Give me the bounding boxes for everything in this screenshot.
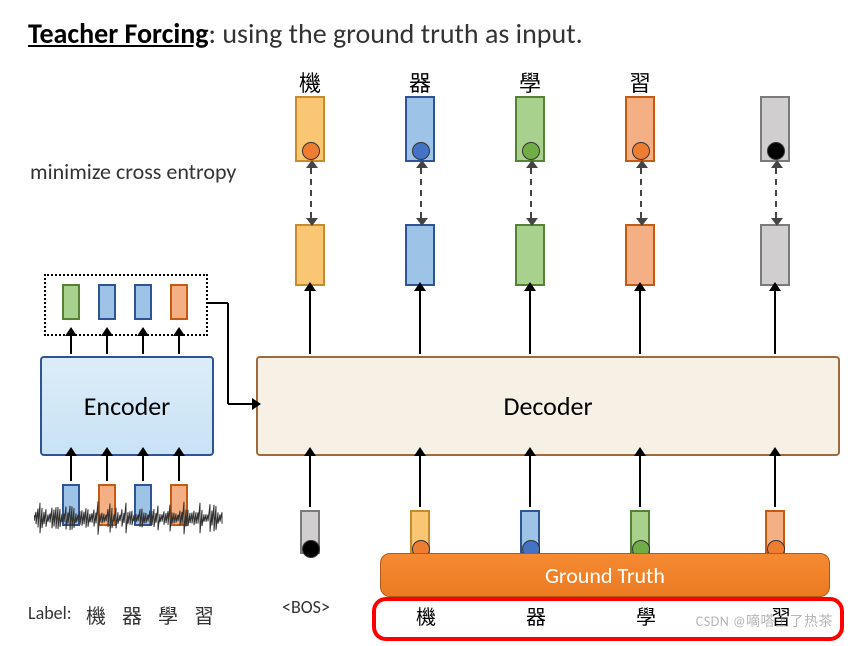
gt-token-0: 機 — [406, 601, 446, 630]
output-dot-4 — [767, 142, 785, 160]
elbow-v — [227, 303, 229, 404]
encoder-up-arrow-1 — [106, 335, 108, 354]
gt-token-2: 學 — [626, 601, 666, 630]
mce-label: minimize cross entropy — [30, 158, 236, 185]
output-token-3: 習 — [620, 66, 660, 98]
encoder-vec-0 — [62, 284, 80, 320]
mid-rect-0 — [295, 224, 325, 286]
gt-token-1: 器 — [516, 601, 556, 630]
output-dot-3 — [632, 142, 650, 160]
label-prefix: Label: — [28, 602, 72, 624]
page-title: Teacher Forcing: using the ground truth … — [28, 16, 583, 51]
mid-rect-1 — [405, 224, 435, 286]
encoder-in-arrow-0 — [70, 455, 72, 481]
decoder-out-arrow-0 — [309, 290, 311, 354]
decoder-label: Decoder — [503, 390, 592, 422]
elbow-h2 — [228, 403, 253, 405]
input-dot-0 — [302, 540, 320, 558]
output-dot-1 — [412, 142, 430, 160]
decoder-out-arrow-1 — [419, 290, 421, 354]
encoder-label: Encoder — [84, 390, 171, 422]
decoder-in-arrow-4 — [774, 455, 776, 507]
ground-truth-banner: Ground Truth — [380, 553, 830, 597]
encoder-block: Encoder — [40, 356, 214, 456]
mid-rect-3 — [625, 224, 655, 286]
waveform-icon — [34, 498, 224, 538]
label-token-3: 習 — [194, 600, 214, 629]
elbow-h1 — [206, 302, 228, 304]
encoder-vec-1 — [98, 284, 116, 320]
output-dot-0 — [302, 142, 320, 160]
decoder-block: Decoder — [256, 356, 840, 456]
title-rest: : using the ground truth as input. — [209, 16, 583, 51]
output-token-0: 機 — [290, 66, 330, 98]
label-token-2: 學 — [158, 600, 178, 629]
bos-label: <BOS> — [282, 596, 330, 618]
decoder-out-arrow-4 — [774, 290, 776, 354]
label-token-0: 機 — [86, 600, 106, 629]
cross-entropy-arrow-4 — [775, 168, 777, 218]
decoder-in-arrow-0 — [309, 455, 311, 507]
output-dot-2 — [522, 142, 540, 160]
encoder-in-arrow-1 — [106, 455, 108, 481]
decoder-in-arrow-3 — [639, 455, 641, 507]
output-token-2: 學 — [510, 66, 550, 98]
cross-entropy-arrow-2 — [530, 168, 532, 218]
encoder-in-arrow-2 — [142, 455, 144, 481]
encoder-up-arrow-2 — [142, 335, 144, 354]
cross-entropy-arrow-3 — [640, 168, 642, 218]
decoder-in-arrow-2 — [529, 455, 531, 507]
mid-rect-4 — [760, 224, 790, 286]
mid-rect-2 — [515, 224, 545, 286]
encoder-in-arrow-3 — [178, 455, 180, 481]
cross-entropy-arrow-0 — [310, 168, 312, 218]
encoder-vec-3 — [170, 284, 188, 320]
label-token-1: 器 — [122, 600, 142, 629]
watermark: CSDN @嘀嗒上了热茶 — [696, 611, 833, 631]
encoder-vec-2 — [134, 284, 152, 320]
title-bold: Teacher Forcing — [28, 16, 209, 51]
decoder-out-arrow-3 — [639, 290, 641, 354]
decoder-out-arrow-2 — [529, 290, 531, 354]
output-token-1: 器 — [400, 66, 440, 98]
ground-truth-label: Ground Truth — [545, 562, 665, 589]
cross-entropy-arrow-1 — [420, 168, 422, 218]
encoder-up-arrow-0 — [70, 335, 72, 354]
decoder-in-arrow-1 — [419, 455, 421, 507]
encoder-up-arrow-3 — [178, 335, 180, 354]
